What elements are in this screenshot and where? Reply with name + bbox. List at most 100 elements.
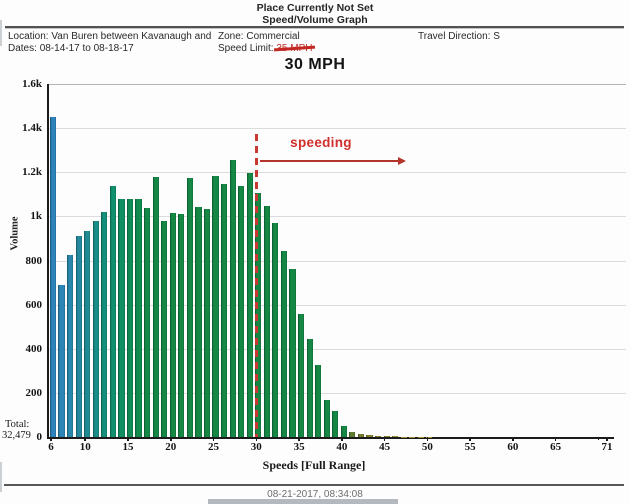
zone-row: Zone: Commercial (218, 31, 313, 43)
bar-speed-26 (220, 184, 228, 437)
x-tick (383, 437, 386, 441)
zone-label: Zone: (218, 31, 244, 42)
speed-limit-label: Speed Limit: (218, 42, 274, 54)
gridline (49, 260, 626, 262)
x-tick (606, 437, 608, 441)
x-tick-label: 45 (379, 441, 391, 453)
total-block: Total: 32,479 (2, 419, 44, 441)
x-tick-label: 65 (550, 441, 562, 453)
x-tick-label: 40 (336, 441, 348, 453)
report-title-block: Place Currently Not Set Speed/Volume Gra… (0, 2, 630, 26)
header-divider (5, 26, 624, 28)
bar-speed-33 (280, 250, 288, 437)
x-tick (84, 437, 86, 441)
bar-speed-22 (186, 178, 193, 437)
bar-speed-21 (178, 214, 185, 437)
x-tick (512, 437, 514, 441)
dates-label: Dates: (8, 42, 37, 54)
gridline (49, 172, 626, 174)
travel-direction-label: Travel Direction: (418, 31, 491, 42)
bar-speed-17 (143, 207, 151, 437)
location-row: Location: Van Buren between Kavanaugh an… (8, 31, 211, 43)
bar-speed-27 (229, 160, 236, 437)
bar-speed-13 (109, 185, 116, 437)
x-tick (469, 437, 471, 441)
speed-limit-row: Speed Limit: 35 MPH (218, 43, 313, 55)
footer-divider (4, 484, 624, 486)
y-tick-label: 200 (25, 386, 43, 399)
y-tick-label: 800 (25, 254, 43, 267)
bar-speed-7 (58, 284, 65, 437)
y-tick-label: 1k (30, 210, 42, 223)
x-tick (341, 437, 343, 441)
bar-speed-10 (84, 230, 91, 437)
bar-speed-29 (246, 173, 253, 437)
bar-speed-23 (195, 207, 202, 437)
y-tick-label: 400 (25, 342, 43, 355)
y-tick-label: 1.2k (22, 166, 42, 179)
bar-speed-32 (272, 223, 279, 437)
bar-speed-42 (357, 433, 365, 437)
zone-value: Commercial (246, 31, 300, 42)
x-tick-label: 6 (48, 441, 54, 453)
report-title: Place Currently Not Set (256, 2, 374, 14)
zone-limit-block: Zone: Commercial Speed Limit: 35 MPH (218, 31, 313, 54)
bar-speed-41 (349, 431, 356, 437)
x-tick-label: 15 (122, 441, 134, 453)
location-value: Van Buren between Kavanaugh and (51, 31, 212, 42)
bar-speed-38 (323, 399, 330, 437)
scan-artifact (0, 20, 2, 46)
scan-artifact (0, 462, 2, 492)
x-tick-label: 20 (165, 441, 177, 453)
gridline (49, 128, 626, 130)
x-tick-label: 10 (79, 441, 91, 453)
x-axis-title: Speeds [Full Range] (262, 458, 366, 472)
gridline (49, 304, 626, 306)
bar-speed-35 (297, 313, 305, 437)
x-tick (554, 437, 557, 441)
bar-speed-40 (340, 426, 347, 437)
corrected-speed-limit-annotation: 30 MPH (284, 56, 346, 73)
dates-value: 08-14-17 to 08-18-17 (39, 42, 134, 54)
x-tick (127, 437, 129, 441)
bar-speed-15 (126, 199, 134, 437)
bar-speed-46 (392, 436, 399, 437)
x-axis-line (47, 437, 614, 439)
bar-speed-9 (75, 236, 82, 437)
total-label: Total: (5, 419, 30, 430)
speeding-label: speeding (290, 135, 352, 150)
travel-direction-block: Travel Direction: S (418, 31, 500, 43)
bar-speed-31 (263, 206, 270, 437)
bar-speed-8 (67, 255, 74, 437)
bar-speed-36 (306, 338, 313, 437)
x-tick (170, 437, 172, 441)
y-tick-label: 0 (36, 431, 43, 443)
bar-speed-30 (255, 193, 262, 437)
x-tick (255, 437, 258, 441)
bar-speed-24 (203, 208, 211, 437)
report-subtitle: Speed/Volume Graph (262, 13, 368, 26)
travel-direction-value: S (493, 31, 500, 42)
x-tick (212, 437, 215, 441)
gridline (49, 348, 626, 350)
y-tick-label: 600 (25, 298, 43, 311)
gridline (49, 216, 626, 218)
x-tick (426, 437, 429, 441)
bar-speed-6 (49, 117, 57, 437)
bar-speed-28 (238, 185, 245, 437)
bar-speed-18 (152, 176, 159, 437)
speed-limit-struck-value: 35 MPH (276, 42, 313, 54)
y-tick-label: 1.4k (22, 122, 42, 135)
x-tick (50, 437, 52, 441)
x-tick-label: 71 (601, 441, 613, 453)
travel-direction-row: Travel Direction: S (418, 31, 500, 43)
bar-speed-19 (161, 221, 168, 437)
x-tick-label: 25 (208, 441, 220, 453)
dates-row: Dates: 08-14-17 to 08-18-17 (8, 43, 211, 55)
speeding-arrow-head-icon (398, 157, 406, 165)
bar-speed-34 (289, 269, 296, 437)
bar-speed-16 (135, 198, 142, 437)
speed-volume-chart (47, 84, 626, 439)
x-tick-label: 55 (464, 441, 476, 453)
